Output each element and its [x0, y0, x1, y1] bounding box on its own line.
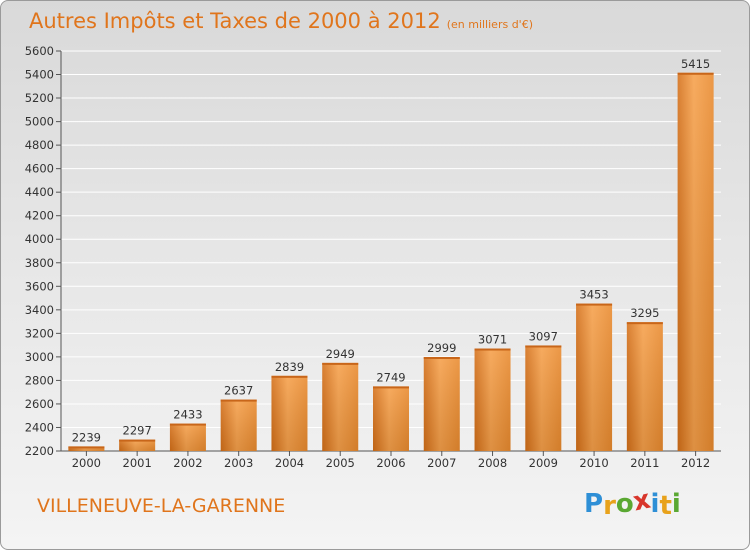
bar-top-edge — [220, 399, 257, 402]
y-tick-label: 4600 — [25, 162, 54, 176]
logo-letter: o — [615, 489, 634, 519]
data-label: 2297 — [123, 424, 152, 438]
x-tick-label: 2011 — [630, 456, 659, 470]
y-tick-label: 4000 — [25, 232, 54, 246]
bar-chart: 2200 2400 2600 2800 3000 3200 3400 3600 3800 4000… — [25, 44, 721, 470]
y-tick-label: 3400 — [25, 303, 54, 317]
x-tick-label: 2002 — [173, 456, 202, 470]
data-label: 3097 — [529, 329, 558, 343]
data-label: 3071 — [478, 333, 507, 347]
bar-top-edge — [525, 345, 562, 348]
bar-top-edge — [373, 386, 409, 389]
bar-layer — [68, 72, 714, 451]
y-tick-label: 2800 — [25, 373, 54, 387]
bar-top-edge — [576, 303, 613, 306]
data-label: 3453 — [579, 288, 608, 302]
y-tick-label: 5600 — [25, 44, 54, 58]
bar-top-edge — [677, 72, 714, 75]
bar-top-edge — [423, 357, 460, 359]
bar-shade — [423, 357, 460, 451]
bar-top-edge — [119, 439, 156, 442]
bar-top-edge — [271, 375, 308, 378]
x-tick-label: 2009 — [529, 456, 558, 470]
x-tick-label: 2010 — [579, 456, 608, 470]
y-tick-label: 4200 — [25, 209, 54, 223]
data-label: 2637 — [224, 384, 253, 398]
chart-title-text: Autres Impôts et Taxes de 2000 à 2012 — [29, 9, 441, 33]
y-tick-label: 5000 — [25, 115, 54, 129]
logo-letter: P — [584, 489, 604, 519]
commune-name: VILLENEUVE-LA-GARENNE — [37, 495, 286, 517]
y-tick-label: 3600 — [25, 279, 54, 293]
bar-shade — [119, 439, 156, 451]
x-tick-label: 2003 — [224, 456, 253, 470]
x-tick-label: 2004 — [275, 456, 304, 470]
data-label: 2949 — [326, 347, 355, 361]
y-tick-label: 4800 — [25, 138, 54, 152]
data-label: 2999 — [427, 341, 456, 355]
proxiti-logo: Proxiti — [584, 485, 681, 521]
logo-letter: r — [603, 491, 616, 521]
bar-top-edge — [626, 322, 663, 325]
bar-top-edge — [169, 423, 206, 426]
logo-letter: i — [650, 489, 660, 519]
y-tick-label: 3800 — [25, 256, 54, 270]
bar-shade — [474, 348, 511, 451]
logo-letter: t — [659, 491, 672, 521]
y-tick-label: 2400 — [25, 420, 54, 434]
y-tick-label: 2200 — [25, 444, 54, 458]
axis-layer: 2200 2400 2600 2800 3000 3200 3400 3600 3800 4000… — [25, 44, 721, 470]
x-tick-label: 2005 — [326, 456, 355, 470]
bar-top-edge — [474, 348, 511, 351]
y-tick-label: 3000 — [25, 350, 54, 364]
x-tick-label: 2006 — [376, 456, 405, 470]
x-tick-label: 2012 — [681, 456, 710, 470]
data-label: 2239 — [72, 430, 101, 444]
data-label: 5415 — [681, 57, 710, 71]
bar-shade — [576, 303, 613, 451]
bar-shade — [322, 362, 359, 451]
x-tick-label: 2008 — [478, 456, 507, 470]
x-tick-label: 2001 — [123, 456, 152, 470]
chart-title: Autres Impôts et Taxes de 2000 à 2012 (en… — [29, 9, 533, 33]
bar-shade — [271, 375, 308, 451]
bar-shade — [373, 386, 409, 451]
data-label: 2433 — [173, 408, 202, 422]
y-tick-label: 4400 — [25, 185, 54, 199]
bar-shade — [68, 446, 105, 451]
y-tick-label: 3200 — [25, 326, 54, 340]
bar-shade — [169, 423, 206, 451]
bar-shade — [525, 345, 562, 451]
chart-subtitle: (en milliers d'€) — [446, 18, 533, 31]
bar-shade — [677, 72, 714, 451]
data-label: 3295 — [630, 306, 659, 320]
label-layer: 2239 2297 2433 2637 2839 2949 2749 2999 3071 3097… — [72, 57, 711, 445]
y-tick-label: 5400 — [25, 68, 54, 82]
bar-shade — [626, 322, 663, 451]
y-tick-label: 2600 — [25, 397, 54, 411]
data-label: 2839 — [275, 360, 304, 374]
bar-top-edge — [322, 362, 359, 365]
x-tick-label: 2000 — [72, 456, 101, 470]
bar-top-edge — [68, 446, 105, 449]
y-tick-label: 5200 — [25, 91, 54, 105]
x-tick-label: 2007 — [427, 456, 456, 470]
logo-letter: i — [671, 489, 681, 519]
data-label: 2749 — [376, 370, 405, 384]
bar-shade — [220, 399, 257, 451]
